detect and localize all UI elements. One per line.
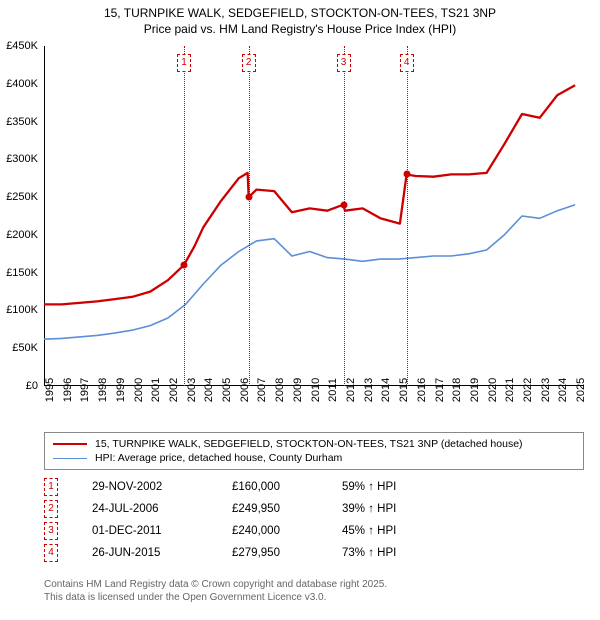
y-tick-label: £50K	[12, 342, 38, 354]
x-tick-label: 2019	[469, 378, 481, 402]
footer-line-2: This data is licensed under the Open Gov…	[44, 591, 584, 604]
x-tick-label: 2010	[310, 378, 322, 402]
chart-title: 15, TURNPIKE WALK, SEDGEFIELD, STOCKTON-…	[0, 6, 600, 37]
x-tick-label: 1996	[62, 378, 74, 402]
x-tick-label: 2005	[221, 378, 233, 402]
x-tick-label: 1998	[97, 378, 109, 402]
x-tick-label: 1995	[44, 378, 56, 402]
y-tick-label: £0	[26, 380, 38, 392]
y-tick-label: £100K	[6, 304, 38, 316]
table-marker: 1	[44, 478, 58, 496]
y-tick-label: £200K	[6, 229, 38, 241]
x-tick-label: 2017	[434, 378, 446, 402]
table-marker: 4	[44, 544, 58, 562]
chart: £0£50K£100K£150K£200K£250K£300K£350K£400…	[44, 46, 584, 386]
y-tick-label: £400K	[6, 78, 38, 90]
sale-marker: 1	[177, 54, 191, 72]
series-svg	[44, 46, 584, 386]
sale-point-dot	[403, 171, 410, 178]
x-tick-label: 2011	[327, 378, 339, 402]
legend-swatch-price-paid	[53, 443, 87, 445]
table-cell-pct: 73% ↑ HPI	[342, 547, 462, 559]
x-tick-label: 2013	[363, 378, 375, 402]
x-tick-label: 2001	[150, 378, 162, 402]
x-tick-label: 1997	[79, 378, 91, 402]
x-tick-label: 2021	[504, 378, 516, 402]
x-tick-label: 2012	[345, 378, 357, 402]
x-tick-label: 2007	[256, 378, 268, 402]
table-cell-date: 01-DEC-2011	[92, 525, 232, 537]
footer-line-1: Contains HM Land Registry data © Crown c…	[44, 578, 584, 591]
series-line-price-paid	[44, 85, 575, 304]
sale-vline	[249, 46, 250, 386]
x-tick-label: 2002	[168, 378, 180, 402]
table-row: 4 26-JUN-2015£279,95073% ↑ HPI	[44, 542, 584, 564]
sale-vline	[344, 46, 345, 386]
legend: 15, TURNPIKE WALK, SEDGEFIELD, STOCKTON-…	[44, 432, 584, 470]
table-cell-date: 24-JUL-2006	[92, 503, 232, 515]
y-tick-label: £150K	[6, 267, 38, 279]
table-cell-date: 29-NOV-2002	[92, 481, 232, 493]
x-tick-label: 2022	[522, 378, 534, 402]
legend-label-price-paid: 15, TURNPIKE WALK, SEDGEFIELD, STOCKTON-…	[95, 438, 523, 450]
page: 15, TURNPIKE WALK, SEDGEFIELD, STOCKTON-…	[0, 0, 600, 620]
table-cell-date: 26-JUN-2015	[92, 547, 232, 559]
title-line-1: 15, TURNPIKE WALK, SEDGEFIELD, STOCKTON-…	[0, 6, 600, 22]
sale-vline	[407, 46, 408, 386]
table-cell-pct: 39% ↑ HPI	[342, 503, 462, 515]
y-tick-label: £350K	[6, 116, 38, 128]
table-row: 3 01-DEC-2011£240,00045% ↑ HPI	[44, 520, 584, 542]
table-cell-price: £240,000	[232, 525, 342, 537]
table-marker: 3	[44, 522, 58, 540]
table-cell-price: £279,950	[232, 547, 342, 559]
x-tick-label: 2009	[292, 378, 304, 402]
title-line-2: Price paid vs. HM Land Registry's House …	[0, 22, 600, 38]
sale-vline	[184, 46, 185, 386]
y-tick-label: £300K	[6, 153, 38, 165]
x-tick-label: 2004	[203, 378, 215, 402]
y-tick-label: £450K	[6, 40, 38, 52]
legend-item-hpi: HPI: Average price, detached house, Coun…	[53, 451, 575, 465]
legend-swatch-hpi	[53, 458, 87, 459]
x-tick-label: 2025	[575, 378, 587, 402]
table-row: 1 29-NOV-2002£160,00059% ↑ HPI	[44, 476, 584, 498]
table-marker: 2	[44, 500, 58, 518]
sale-point-dot	[181, 262, 188, 269]
sale-marker: 4	[400, 54, 414, 72]
table-cell-price: £249,950	[232, 503, 342, 515]
x-tick-label: 2018	[451, 378, 463, 402]
x-tick-label: 2023	[540, 378, 552, 402]
footer: Contains HM Land Registry data © Crown c…	[44, 578, 584, 604]
x-tick-label: 2008	[274, 378, 286, 402]
x-tick-label: 2003	[186, 378, 198, 402]
x-tick-label: 2014	[380, 378, 392, 402]
sale-marker: 2	[242, 54, 256, 72]
table-cell-pct: 45% ↑ HPI	[342, 525, 462, 537]
legend-item-price-paid: 15, TURNPIKE WALK, SEDGEFIELD, STOCKTON-…	[53, 437, 575, 451]
table-row: 2 24-JUL-2006£249,95039% ↑ HPI	[44, 498, 584, 520]
y-tick-label: £250K	[6, 191, 38, 203]
x-tick-label: 2016	[416, 378, 428, 402]
x-tick-label: 2000	[133, 378, 145, 402]
sales-table: 1 29-NOV-2002£160,00059% ↑ HPI 2 24-JUL-200…	[44, 476, 584, 564]
series-line-hpi	[44, 205, 575, 340]
x-tick-label: 2024	[557, 378, 569, 402]
x-tick-label: 2015	[398, 378, 410, 402]
table-cell-pct: 59% ↑ HPI	[342, 481, 462, 493]
sale-marker: 3	[337, 54, 351, 72]
legend-label-hpi: HPI: Average price, detached house, Coun…	[95, 452, 342, 464]
x-tick-label: 1999	[115, 378, 127, 402]
sale-point-dot	[340, 201, 347, 208]
sale-point-dot	[245, 194, 252, 201]
x-tick-label: 2020	[487, 378, 499, 402]
table-cell-price: £160,000	[232, 481, 342, 493]
